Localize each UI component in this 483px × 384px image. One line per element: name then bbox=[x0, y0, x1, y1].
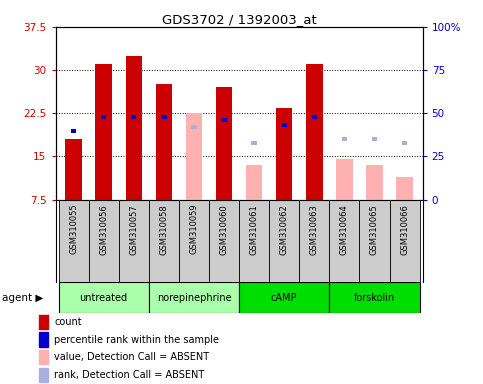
Text: GSM310065: GSM310065 bbox=[370, 204, 379, 255]
Bar bbox=[39, 350, 48, 364]
Text: percentile rank within the sample: percentile rank within the sample bbox=[54, 334, 219, 344]
Text: GSM310062: GSM310062 bbox=[280, 204, 289, 255]
Text: GSM310066: GSM310066 bbox=[400, 204, 409, 255]
Text: count: count bbox=[54, 317, 82, 327]
Text: cAMP: cAMP bbox=[271, 293, 298, 303]
Text: GSM310064: GSM310064 bbox=[340, 204, 349, 255]
Bar bbox=[299, 200, 329, 282]
Bar bbox=[312, 115, 317, 119]
Bar bbox=[96, 64, 112, 200]
Text: forskolin: forskolin bbox=[354, 293, 395, 303]
Bar bbox=[221, 118, 227, 122]
Bar bbox=[306, 64, 323, 200]
Bar bbox=[131, 115, 137, 119]
Text: GSM310061: GSM310061 bbox=[250, 204, 258, 255]
Bar bbox=[396, 177, 413, 200]
Bar bbox=[366, 165, 383, 200]
Text: agent ▶: agent ▶ bbox=[2, 293, 44, 303]
Bar bbox=[101, 115, 106, 119]
Bar bbox=[269, 200, 299, 282]
Bar bbox=[89, 200, 119, 282]
Text: GSM310063: GSM310063 bbox=[310, 204, 319, 255]
Text: GSM310058: GSM310058 bbox=[159, 204, 169, 255]
Bar bbox=[389, 200, 420, 282]
Bar bbox=[149, 200, 179, 282]
Bar bbox=[209, 200, 239, 282]
Bar bbox=[65, 139, 82, 200]
Bar bbox=[402, 141, 407, 145]
Bar bbox=[39, 368, 48, 382]
Bar bbox=[239, 282, 329, 313]
Text: GSM310056: GSM310056 bbox=[99, 204, 108, 255]
Bar bbox=[341, 137, 347, 141]
Bar bbox=[161, 115, 167, 119]
Bar bbox=[246, 165, 262, 200]
Bar bbox=[58, 282, 149, 313]
Text: GSM310060: GSM310060 bbox=[220, 204, 228, 255]
Bar bbox=[359, 200, 389, 282]
Bar bbox=[239, 200, 269, 282]
Bar bbox=[119, 200, 149, 282]
Bar bbox=[126, 56, 142, 200]
Text: rank, Detection Call = ABSENT: rank, Detection Call = ABSENT bbox=[54, 370, 204, 380]
Bar bbox=[149, 282, 239, 313]
Bar bbox=[156, 84, 172, 200]
Bar bbox=[58, 200, 89, 282]
Text: untreated: untreated bbox=[80, 293, 128, 303]
Bar bbox=[329, 282, 420, 313]
Text: GSM310059: GSM310059 bbox=[189, 204, 199, 255]
Text: norepinephrine: norepinephrine bbox=[156, 293, 231, 303]
Bar bbox=[252, 141, 257, 145]
Bar bbox=[372, 137, 377, 141]
Bar bbox=[185, 113, 202, 200]
Bar bbox=[336, 159, 353, 200]
Bar bbox=[276, 108, 293, 200]
Bar bbox=[71, 129, 76, 132]
Bar bbox=[39, 315, 48, 329]
Bar bbox=[39, 333, 48, 347]
Text: GSM310055: GSM310055 bbox=[69, 204, 78, 255]
Bar bbox=[282, 123, 287, 127]
Title: GDS3702 / 1392003_at: GDS3702 / 1392003_at bbox=[162, 13, 316, 26]
Bar bbox=[191, 125, 197, 129]
Bar bbox=[329, 200, 359, 282]
Text: GSM310057: GSM310057 bbox=[129, 204, 138, 255]
Text: value, Detection Call = ABSENT: value, Detection Call = ABSENT bbox=[54, 353, 209, 362]
Bar bbox=[216, 88, 232, 200]
Bar bbox=[179, 200, 209, 282]
